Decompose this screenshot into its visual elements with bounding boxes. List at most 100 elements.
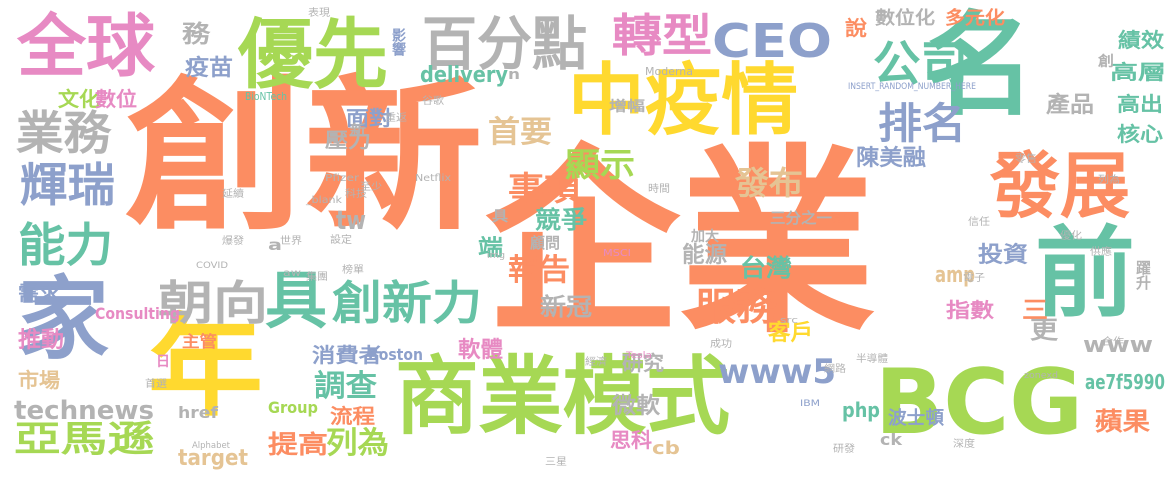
word-25: 報告 <box>508 256 570 286</box>
word-68: 思科 <box>610 430 652 450</box>
word-122: 谷歌 <box>422 97 444 107</box>
word-92: 新 <box>350 124 366 138</box>
word-133: 電子 <box>963 274 985 284</box>
word-40: 蘋果 <box>1095 409 1150 434</box>
word-54: 陳美融 <box>856 148 926 170</box>
word-href-64: href <box>178 405 218 421</box>
word-134: 半導體 <box>856 355 888 365</box>
word-95: 三分之一 <box>770 211 832 226</box>
word-src-109: src <box>780 317 798 326</box>
word-ae7f5990-58: ae7f5990 <box>1085 372 1165 392</box>
word-51: 高層 <box>1110 62 1166 82</box>
word-37: 微軟 <box>612 396 660 418</box>
word-83: 說 <box>845 18 867 38</box>
word-moderna-96: Moderna <box>645 66 693 77</box>
word-87: 顧問 <box>530 236 560 251</box>
word-pfizer-98: Pfizer <box>325 174 359 184</box>
word-26: 首要 <box>488 118 552 148</box>
word-11: 發展 <box>990 150 1130 222</box>
word-21: 創新力 <box>332 280 482 326</box>
word-125: 表現 <box>308 9 330 19</box>
word-23: 排名 <box>878 103 966 145</box>
word-27: 顯示 <box>565 148 635 181</box>
word-69: 波士頓 <box>888 410 944 428</box>
word-53: 多元化 <box>945 10 1005 28</box>
word-consulting-66: Consulting <box>95 306 180 322</box>
word-73: 影響 <box>391 28 405 56</box>
word-blank-100: _blank <box>306 196 342 206</box>
word-5: 優先 <box>238 17 388 93</box>
word-76: 數位 <box>95 89 137 109</box>
word-75: 文化 <box>58 89 100 109</box>
word-33: 調查 <box>314 372 377 402</box>
word-138: 零售 <box>1015 155 1037 165</box>
word-126: 提升 <box>830 215 852 225</box>
word-www5-31: www5 <box>718 355 836 389</box>
word-135: 深度 <box>953 440 975 450</box>
word-35: 列為 <box>326 429 389 459</box>
word-29: 亞馬遜 <box>14 422 154 458</box>
word-cb-61: cb <box>652 440 680 458</box>
word-127: 集團 <box>306 273 328 283</box>
word-132: 科技 <box>345 190 367 200</box>
word-10: 前 <box>1035 225 1135 323</box>
word-74: 增幅 <box>609 100 645 114</box>
word-124: 首選 <box>145 380 167 390</box>
word-114: 重返 <box>385 114 407 124</box>
word-tesla-102: Tesla <box>626 352 652 361</box>
word-target-60: target <box>178 448 248 470</box>
word-ck-62: ck <box>880 432 902 448</box>
word-technews-30: technews <box>14 398 154 424</box>
word-89: 躍升 <box>1135 260 1150 290</box>
word-81: 疫苗 <box>185 58 233 80</box>
word-80: 務 <box>182 22 210 46</box>
word-ceo-14: CEO <box>712 18 832 64</box>
word-45: 客戶 <box>768 323 813 345</box>
word-17: 輝瑞 <box>20 162 115 208</box>
word-139: 經濟 <box>585 358 607 368</box>
word-msci-104: MSCI <box>603 249 631 259</box>
word-90: 創 <box>1098 55 1114 69</box>
word-115: 列為 <box>1098 176 1120 186</box>
word-111: 日 <box>156 355 170 369</box>
word-50: 績效 <box>1118 30 1164 50</box>
word-128: 榜單 <box>342 266 364 276</box>
word-16: 業務 <box>16 110 111 156</box>
word-n-94: n <box>508 68 520 82</box>
word-boston-65: Boston <box>368 347 423 363</box>
word-aw-110: aw <box>283 269 301 279</box>
word-84: 主管 <box>182 334 217 350</box>
word-13: 轉型 <box>612 13 712 58</box>
word-38: 投資 <box>978 245 1028 267</box>
word-117: 時間 <box>648 185 670 195</box>
word-119: 設定 <box>330 236 352 246</box>
word-116: 成功 <box>710 340 732 350</box>
word-insert-random-number-here-107: INSERT_RANDOM_NUMBER_HERE <box>848 83 976 92</box>
word-70: 競爭 <box>535 208 587 232</box>
word-78: 推動 <box>18 330 64 352</box>
word-49: 核心 <box>1117 124 1163 144</box>
word-42: 新冠 <box>540 295 592 319</box>
word-113: 延續 <box>222 190 244 200</box>
word-44: 能源 <box>682 245 727 267</box>
word-netflix-99: Netflix <box>415 174 451 184</box>
word-34: 提高 <box>268 432 328 457</box>
word-2: 商業模式 <box>395 355 730 440</box>
word-biontech-97: BioNTech <box>245 91 287 102</box>
word-41: 台灣 <box>740 256 792 280</box>
word-delivery-55: delivery <box>420 65 508 87</box>
word-79: 市場 <box>18 370 60 390</box>
word-alphabet-105: Alphabet <box>192 442 230 451</box>
word-ibm-103: IBM <box>800 400 820 409</box>
word-28: 發布 <box>735 167 803 199</box>
word-php-59: php <box>842 400 880 420</box>
word-85: 三 <box>1022 298 1048 322</box>
word-112: 優化 <box>1060 232 1082 242</box>
word-91: 具 <box>492 210 508 224</box>
word-tw-56: tw <box>336 208 366 234</box>
word-121: 爆發 <box>222 237 244 247</box>
word-18: 能力 <box>18 222 113 268</box>
word-130: 供應 <box>1090 248 1112 258</box>
word-22: 服務 <box>695 288 777 326</box>
